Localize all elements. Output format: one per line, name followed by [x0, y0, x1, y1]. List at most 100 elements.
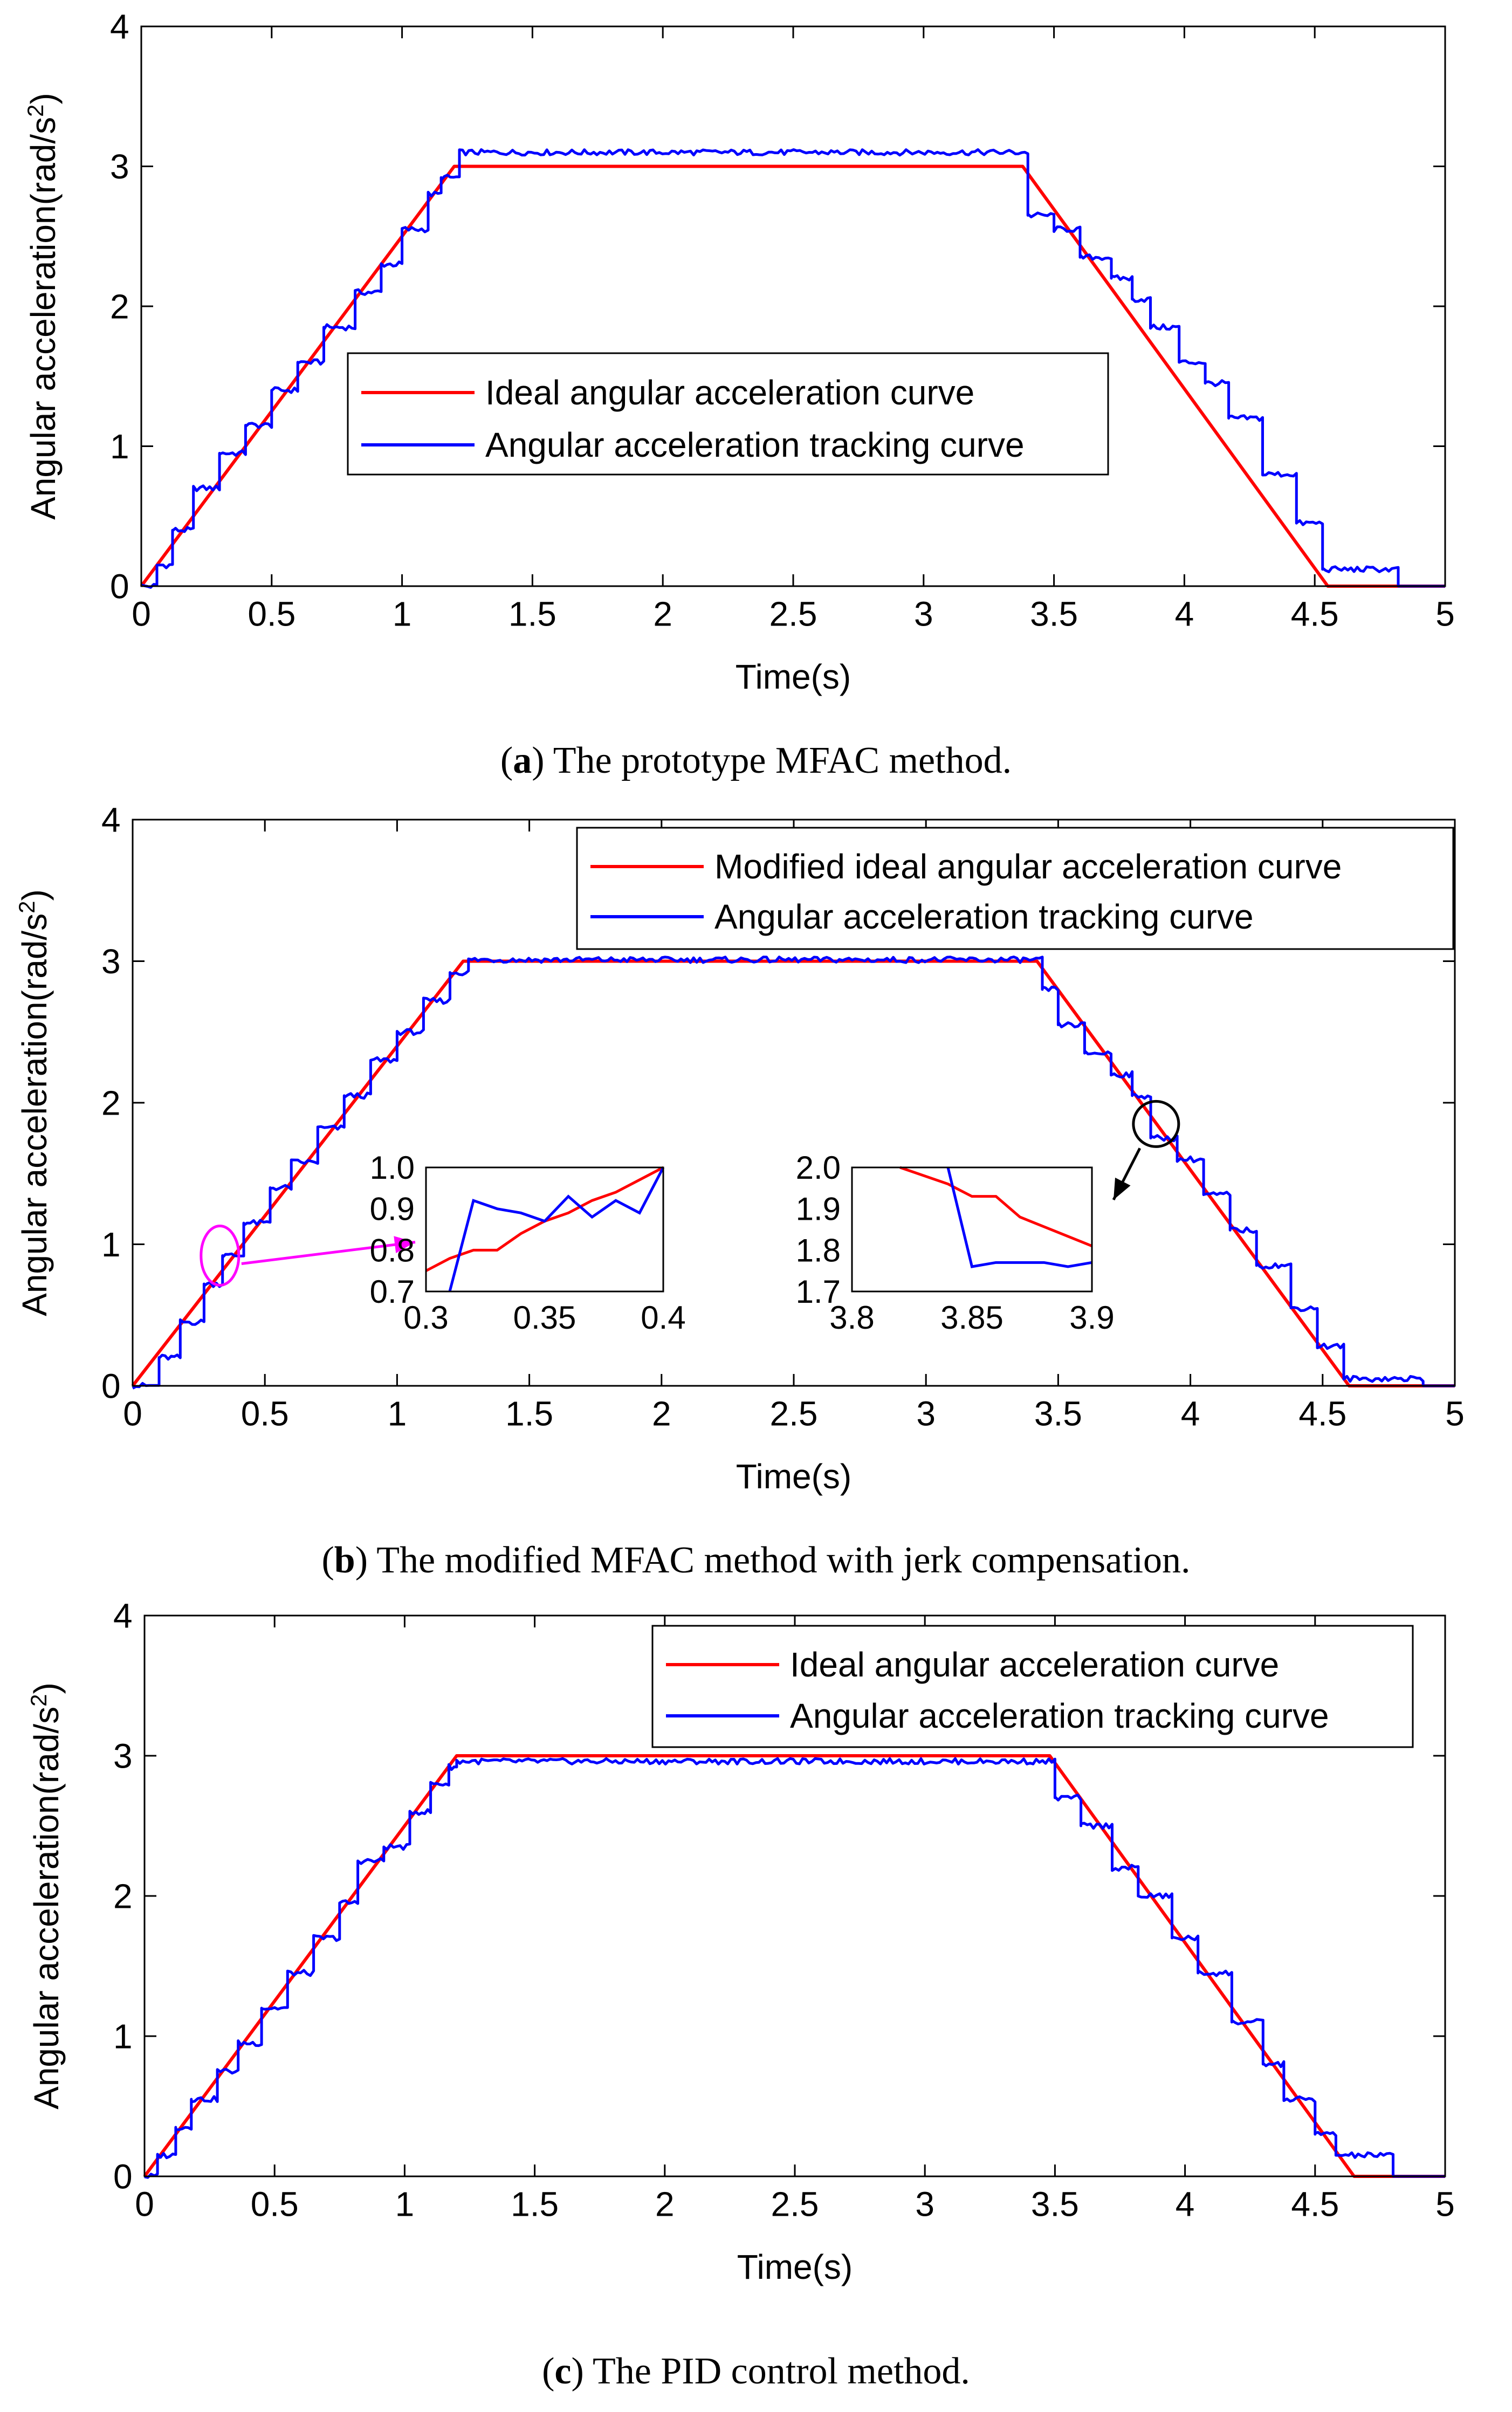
y-axis-label: Angular acceleration(rad/s2) [26, 1682, 66, 2109]
y-axis-label: Angular acceleration(rad/s2) [23, 93, 63, 520]
x-tick-label: 0 [135, 2185, 154, 2224]
legend-label-ideal: Ideal angular acceleration curve [790, 1645, 1279, 1684]
legend-box [576, 827, 1454, 950]
inset-x-tick-labels: 3.8 3.85 3.9 [829, 1167, 1115, 1336]
y-tick-label: 0.8 [370, 1232, 415, 1268]
x-tick-labels: 0 0.5 1 1.5 2 2.5 3 3.5 4 4.5 5 [135, 1616, 1455, 2224]
x-tick-label: 3.8 [829, 1300, 874, 1336]
x-tick-labels: 0 0.5 1 1.5 2 2.5 3 3.5 4 4.5 5 [132, 26, 1455, 634]
x-tick-label: 4.5 [1291, 595, 1339, 634]
x-axis-label: Time(s) [736, 1457, 851, 1496]
y-tick-label: 0.7 [370, 1274, 415, 1310]
x-tick-label: 1 [388, 1394, 407, 1433]
ideal-curve-line [131, 959, 1455, 1387]
inset-frame [851, 1166, 1093, 1293]
y-tick-label: 1.8 [796, 1232, 841, 1268]
x-tick-labels: 0 0.5 1 1.5 2 2.5 3 3.5 4 4.5 5 [123, 820, 1465, 1433]
inset-background [852, 1167, 1092, 1291]
tracking-curve-line [132, 956, 1455, 1390]
x-tick-label: 0.35 [513, 1300, 576, 1336]
x-tick-label: 4 [1175, 595, 1194, 634]
x-tick-label: 2 [652, 1394, 671, 1433]
x-tick-label: 0 [132, 595, 151, 634]
x-axis-label: Time(s) [737, 2248, 853, 2286]
plot-frame [140, 25, 1446, 587]
x-tick-label: 0.5 [241, 1394, 289, 1433]
legend-label-ideal: Ideal angular acceleration curve [485, 373, 974, 412]
x-tick-label: 1.5 [508, 595, 556, 634]
inset-frame [425, 1166, 664, 1293]
x-tick-label: 0 [123, 1394, 142, 1433]
ideal-curve-line [143, 1754, 1445, 2178]
inset-ideal-line [899, 1166, 1092, 1247]
y-tick-label: 2 [110, 287, 129, 326]
plot-series [143, 1754, 1445, 2179]
zoom-ellipse-black [1132, 1100, 1180, 1148]
zoom-ellipse-magenta [200, 1225, 240, 1287]
y-tick-label: 1 [101, 1225, 121, 1264]
x-tick-label: 4.5 [1298, 1394, 1346, 1433]
caption-a: (a) The prototype MFAC method. [500, 740, 1012, 781]
x-tick-label: 2.5 [771, 2185, 819, 2224]
y-tick-labels: 0 1 2 3 4 [101, 800, 1455, 1405]
legend-label-tracking: Angular acceleration tracking curve [714, 897, 1254, 936]
plot-series [131, 956, 1455, 1390]
x-tick-label: 0.5 [251, 2185, 299, 2224]
x-tick-label: 4 [1181, 1394, 1200, 1433]
x-axis-label: Time(s) [736, 657, 851, 696]
y-axis-label: Angular acceleration(rad/s2) [14, 889, 54, 1316]
x-tick-label: 1.5 [505, 1394, 553, 1433]
legend-label-tracking: Angular acceleration tracking curve [790, 1696, 1329, 1735]
x-tick-label: 0.4 [641, 1300, 685, 1336]
callout-arrowhead [1114, 1177, 1131, 1200]
x-tick-label: 3.85 [940, 1300, 1004, 1336]
y-tick-label: 1 [110, 427, 129, 466]
inset-tracking-line [448, 1166, 665, 1292]
x-tick-label: 4.5 [1291, 2185, 1339, 2224]
callout-arrow-line [241, 1241, 416, 1265]
x-tick-label: 5 [1435, 595, 1455, 634]
y-tick-label: 3 [113, 1736, 133, 1775]
callout-arrowhead [394, 1236, 415, 1254]
inset-y-tick-labels: 0.7 0.8 0.9 1.0 [370, 1150, 663, 1310]
y-tick-label: 0.9 [370, 1191, 415, 1227]
inset-y-tick-labels: 1.7 1.8 1.9 2.0 [796, 1150, 1092, 1310]
x-tick-label: 2 [655, 2185, 675, 2224]
x-tick-label: 3.5 [1034, 1394, 1082, 1433]
y-tick-label: 0 [101, 1366, 121, 1405]
inset-series [852, 1166, 1092, 1291]
caption-c: (c) The PID control method. [542, 2351, 970, 2392]
y-tick-label: 2 [101, 1083, 121, 1122]
plot-frame [143, 1614, 1446, 2177]
x-tick-label: 2.5 [769, 595, 817, 634]
callouts [200, 1100, 1180, 1287]
y-tick-label: 3 [101, 942, 121, 981]
y-tick-label: 4 [110, 7, 129, 46]
plot-frame [132, 819, 1456, 1387]
y-tick-label: 4 [113, 1596, 133, 1635]
y-tick-label: 1.0 [370, 1150, 415, 1186]
y-tick-label: 1.7 [796, 1274, 841, 1310]
inset-zoom-left: 0.7 0.8 0.9 1.0 0.3 0.35 0.4 [370, 1150, 686, 1336]
legend-label-tracking: Angular acceleration tracking curve [485, 425, 1025, 464]
y-tick-label: 4 [101, 800, 121, 839]
legend: Ideal angular acceleration curve Angular… [651, 1625, 1414, 1748]
panel-a: 0 1 2 3 4 0 0.5 1 1.5 2 2.5 3 3.5 4 4.5 5 Time(s) Angu… [23, 7, 1455, 696]
y-tick-labels: 0 1 2 3 4 [110, 7, 1445, 606]
caption-b: (b) The modified MFAC method with jerk c… [321, 1540, 1190, 1581]
legend-label-ideal: Modified ideal angular acceleration curv… [714, 847, 1342, 886]
tracking-curve-line [144, 1757, 1445, 2179]
x-tick-label: 1 [395, 2185, 415, 2224]
y-tick-label: 0 [113, 2157, 133, 2196]
y-tick-label: 1.9 [796, 1191, 841, 1227]
x-tick-label: 3 [915, 2185, 934, 2224]
legend-box [347, 352, 1109, 476]
panel-c: 0 1 2 3 4 0 0.5 1 1.5 2 2.5 3 3.5 4 4.5 5 Time(s) Angu… [26, 1596, 1455, 2286]
x-tick-label: 0.5 [248, 595, 295, 634]
inset-zoom-right: 1.7 1.8 1.9 2.0 3.8 3.85 3.9 [796, 1150, 1115, 1336]
legend: Modified ideal angular acceleration curv… [576, 827, 1454, 950]
panel-b: 0 1 2 3 4 0 0.5 1 1.5 2 2.5 3 3.5 4 4.5 5 Time(s) Angu… [14, 800, 1465, 1496]
x-tick-label: 3.9 [1069, 1300, 1114, 1336]
x-tick-label: 4 [1176, 2185, 1195, 2224]
legend: Ideal angular acceleration curve Angular… [347, 352, 1109, 476]
